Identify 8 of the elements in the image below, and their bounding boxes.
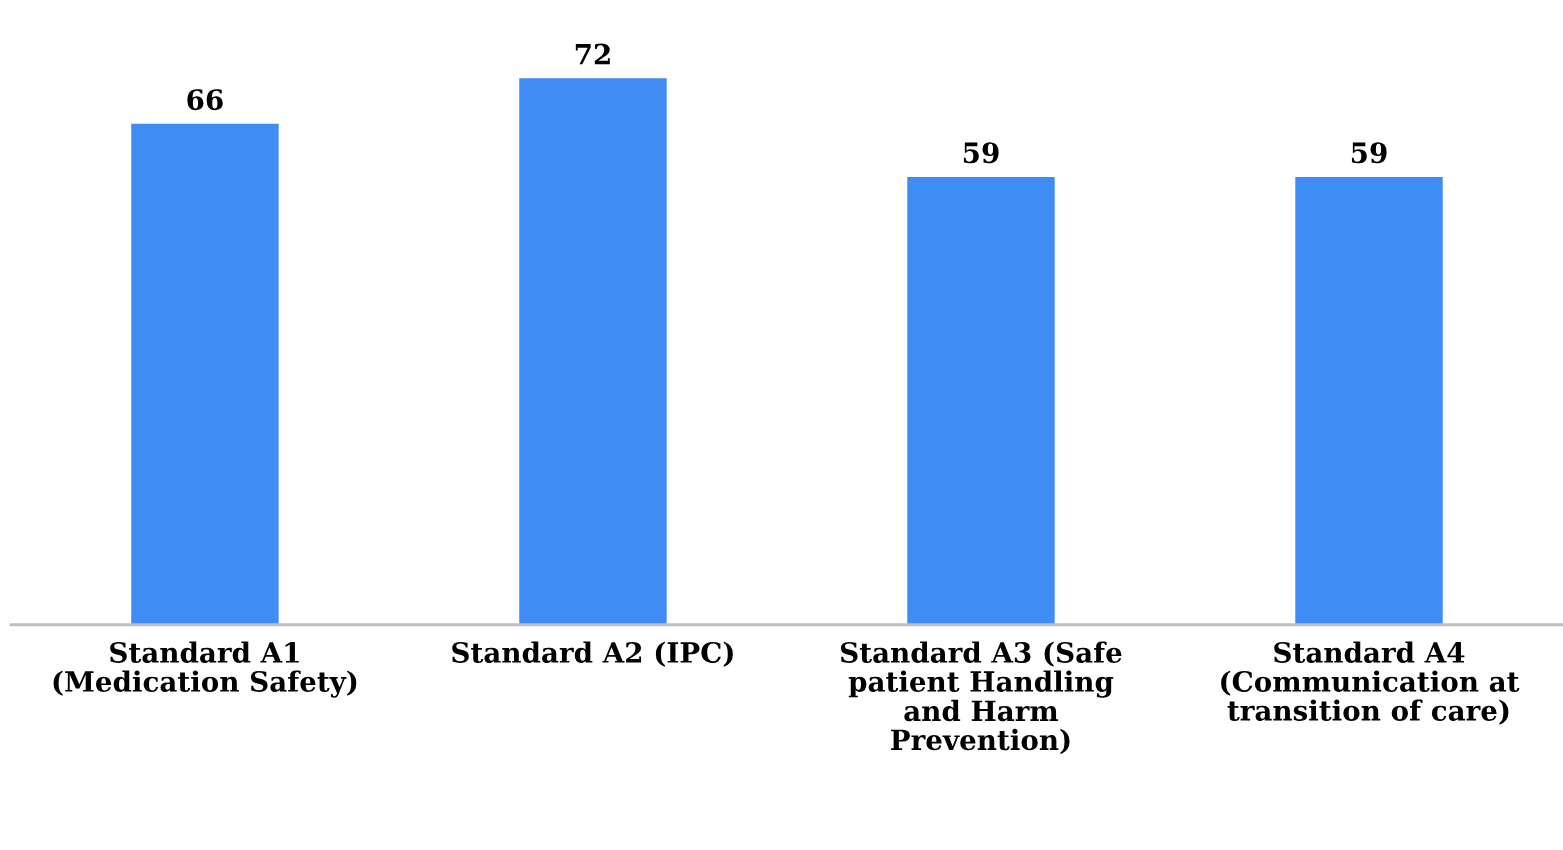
- data-label: 72: [575, 43, 610, 65]
- data-label: 59: [1351, 142, 1387, 164]
- data-label: 59: [963, 142, 999, 164]
- x-tick-label: Standard A1 (Medication Safety): [53, 641, 357, 698]
- x-tick-label: Standard A3 (Safe patient Handling and Harm Prevention): [841, 641, 1122, 755]
- x-tick-label: Standard A4 (Communication at transition of care): [1221, 641, 1520, 725]
- data-label: 66: [187, 89, 223, 111]
- x-tick-label: Standard A2 (IPC): [452, 641, 733, 667]
